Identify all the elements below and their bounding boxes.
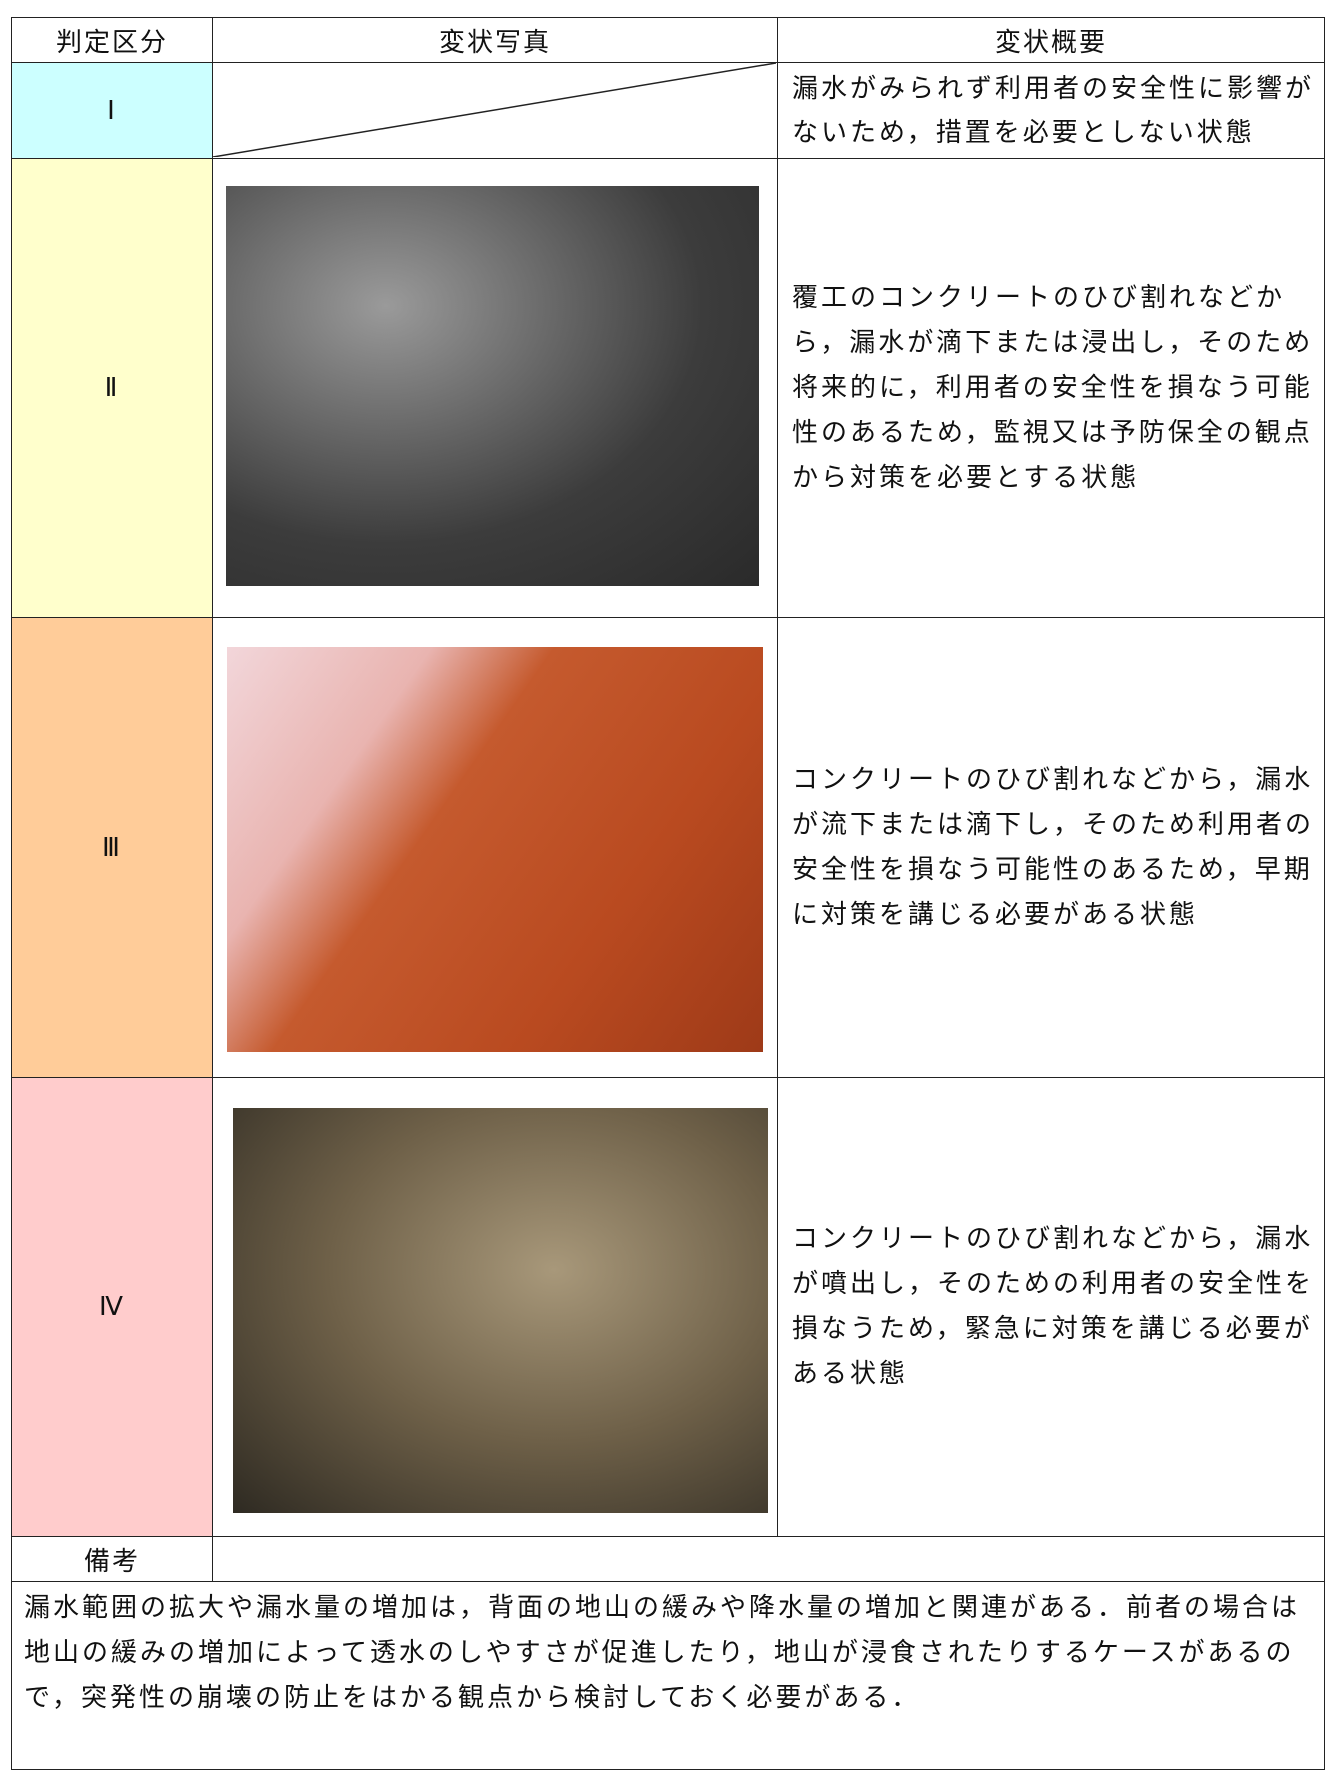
- description: 漏水がみられず利用者の安全性に影響がないため，措置を必要としない状態: [777, 62, 1325, 159]
- grade-cell: Ⅱ: [11, 158, 213, 618]
- description: コンクリートのひび割れなどから，漏水が噴出し，そのための利用者の安全性を損なうた…: [777, 1077, 1325, 1537]
- photo: [227, 647, 763, 1052]
- diagonal: [213, 63, 776, 157]
- photo-cell: [212, 62, 778, 159]
- header-grade: 判定区分: [11, 17, 213, 63]
- grade-cell: Ⅲ: [11, 617, 213, 1078]
- remarks-label: 備考: [11, 1536, 213, 1582]
- remarks-blank: [212, 1536, 1325, 1582]
- description: コンクリートのひび割れなどから，漏水が流下または滴下し，そのため利用者の安全性を…: [777, 617, 1325, 1078]
- header-photo: 変状写真: [212, 17, 778, 63]
- remarks-text: 漏水範囲の拡大や漏水量の増加は，背面の地山の緩みや降水量の増加と関連がある．前者…: [11, 1581, 1325, 1770]
- grade-cell: Ⅳ: [11, 1077, 213, 1537]
- header-summary: 変状概要: [777, 17, 1325, 63]
- grade-cell: Ⅰ: [11, 62, 213, 159]
- description: 覆工のコンクリートのひび割れなどから，漏水が滴下または浸出し，そのため将来的に，…: [777, 158, 1325, 618]
- photo: [226, 186, 759, 586]
- photo: [233, 1108, 768, 1513]
